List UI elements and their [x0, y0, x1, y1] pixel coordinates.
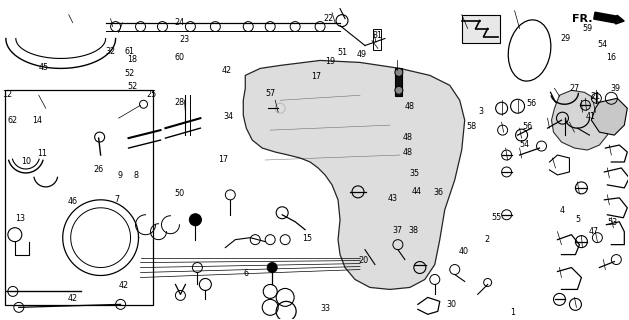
Text: 57: 57 [265, 89, 276, 98]
Polygon shape [243, 60, 465, 289]
Text: FR.: FR. [572, 14, 593, 24]
Text: 2: 2 [484, 235, 490, 244]
Text: 54: 54 [520, 140, 530, 149]
Bar [395, 68, 402, 96]
Text: 49: 49 [357, 50, 367, 59]
Text: 42: 42 [221, 66, 232, 75]
Circle shape [267, 262, 277, 273]
Text: 19: 19 [325, 57, 335, 66]
Circle shape [395, 68, 403, 76]
Polygon shape [591, 98, 627, 135]
Polygon shape [552, 90, 610, 150]
Text: 35: 35 [410, 169, 420, 178]
Text: 4: 4 [560, 206, 565, 215]
Text: 10: 10 [21, 157, 31, 166]
Text: 51: 51 [338, 48, 348, 57]
Text: 3: 3 [479, 107, 483, 116]
Text: 62: 62 [7, 116, 17, 125]
Text: 47: 47 [589, 227, 599, 236]
Text: 14: 14 [32, 116, 42, 125]
Text: 54: 54 [597, 40, 607, 49]
Text: 39: 39 [611, 84, 621, 93]
Text: 15: 15 [302, 234, 312, 243]
Text: 58: 58 [466, 122, 477, 131]
Text: 13: 13 [14, 214, 25, 223]
Text: 48: 48 [403, 148, 413, 157]
Circle shape [189, 214, 201, 226]
Text: 42: 42 [68, 294, 78, 303]
Text: 52: 52 [128, 82, 138, 91]
Text: 61: 61 [125, 46, 135, 56]
Text: 28: 28 [175, 98, 185, 107]
Text: 41: 41 [586, 113, 596, 122]
Circle shape [395, 86, 403, 94]
Text: 8: 8 [133, 172, 138, 180]
Text: 20: 20 [359, 256, 369, 265]
Text: 46: 46 [68, 197, 78, 206]
Text: 33: 33 [321, 304, 331, 313]
Text: 22: 22 [323, 14, 333, 23]
Text: 48: 48 [403, 133, 413, 142]
Text: 44: 44 [412, 187, 422, 196]
Text: 59: 59 [582, 24, 593, 33]
Text: 52: 52 [125, 69, 135, 78]
Text: 25: 25 [147, 90, 157, 99]
Text: 38: 38 [409, 226, 419, 235]
Text: 29: 29 [560, 34, 571, 43]
Text: 16: 16 [606, 53, 616, 62]
Text: 50: 50 [175, 189, 185, 198]
Text: 1: 1 [509, 308, 515, 317]
FancyArrow shape [594, 12, 624, 24]
Text: 55: 55 [491, 213, 502, 222]
Text: 26: 26 [93, 165, 103, 174]
Text: 6: 6 [243, 268, 248, 278]
Text: 60: 60 [175, 53, 185, 62]
Text: 34: 34 [223, 113, 233, 122]
Text: 37: 37 [392, 226, 403, 235]
Text: 56: 56 [526, 99, 536, 108]
Text: 21: 21 [591, 92, 601, 101]
Bar [5, 90, 152, 305]
Text: 7: 7 [114, 195, 120, 204]
Text: 48: 48 [405, 102, 415, 111]
Text: 43: 43 [388, 194, 398, 203]
Text: 27: 27 [570, 84, 580, 93]
Text: 45: 45 [38, 63, 48, 72]
Text: 31: 31 [372, 31, 382, 40]
Text: 42: 42 [118, 281, 128, 290]
Text: 30: 30 [447, 300, 457, 308]
Text: 32: 32 [106, 46, 116, 56]
Text: 23: 23 [180, 35, 190, 44]
Text: 17: 17 [311, 72, 321, 81]
Text: 18: 18 [128, 55, 138, 64]
Text: 12: 12 [2, 90, 12, 99]
Bar [462, 15, 499, 43]
Text: 56: 56 [523, 122, 533, 131]
Text: 17: 17 [218, 156, 229, 164]
Text: 9: 9 [118, 172, 123, 180]
Text: 53: 53 [608, 218, 618, 227]
Text: 40: 40 [459, 247, 469, 256]
Text: 5: 5 [576, 215, 581, 224]
Text: 36: 36 [434, 188, 444, 197]
Bar [373, 28, 381, 51]
Text: 11: 11 [36, 149, 47, 158]
Text: 24: 24 [175, 18, 185, 27]
